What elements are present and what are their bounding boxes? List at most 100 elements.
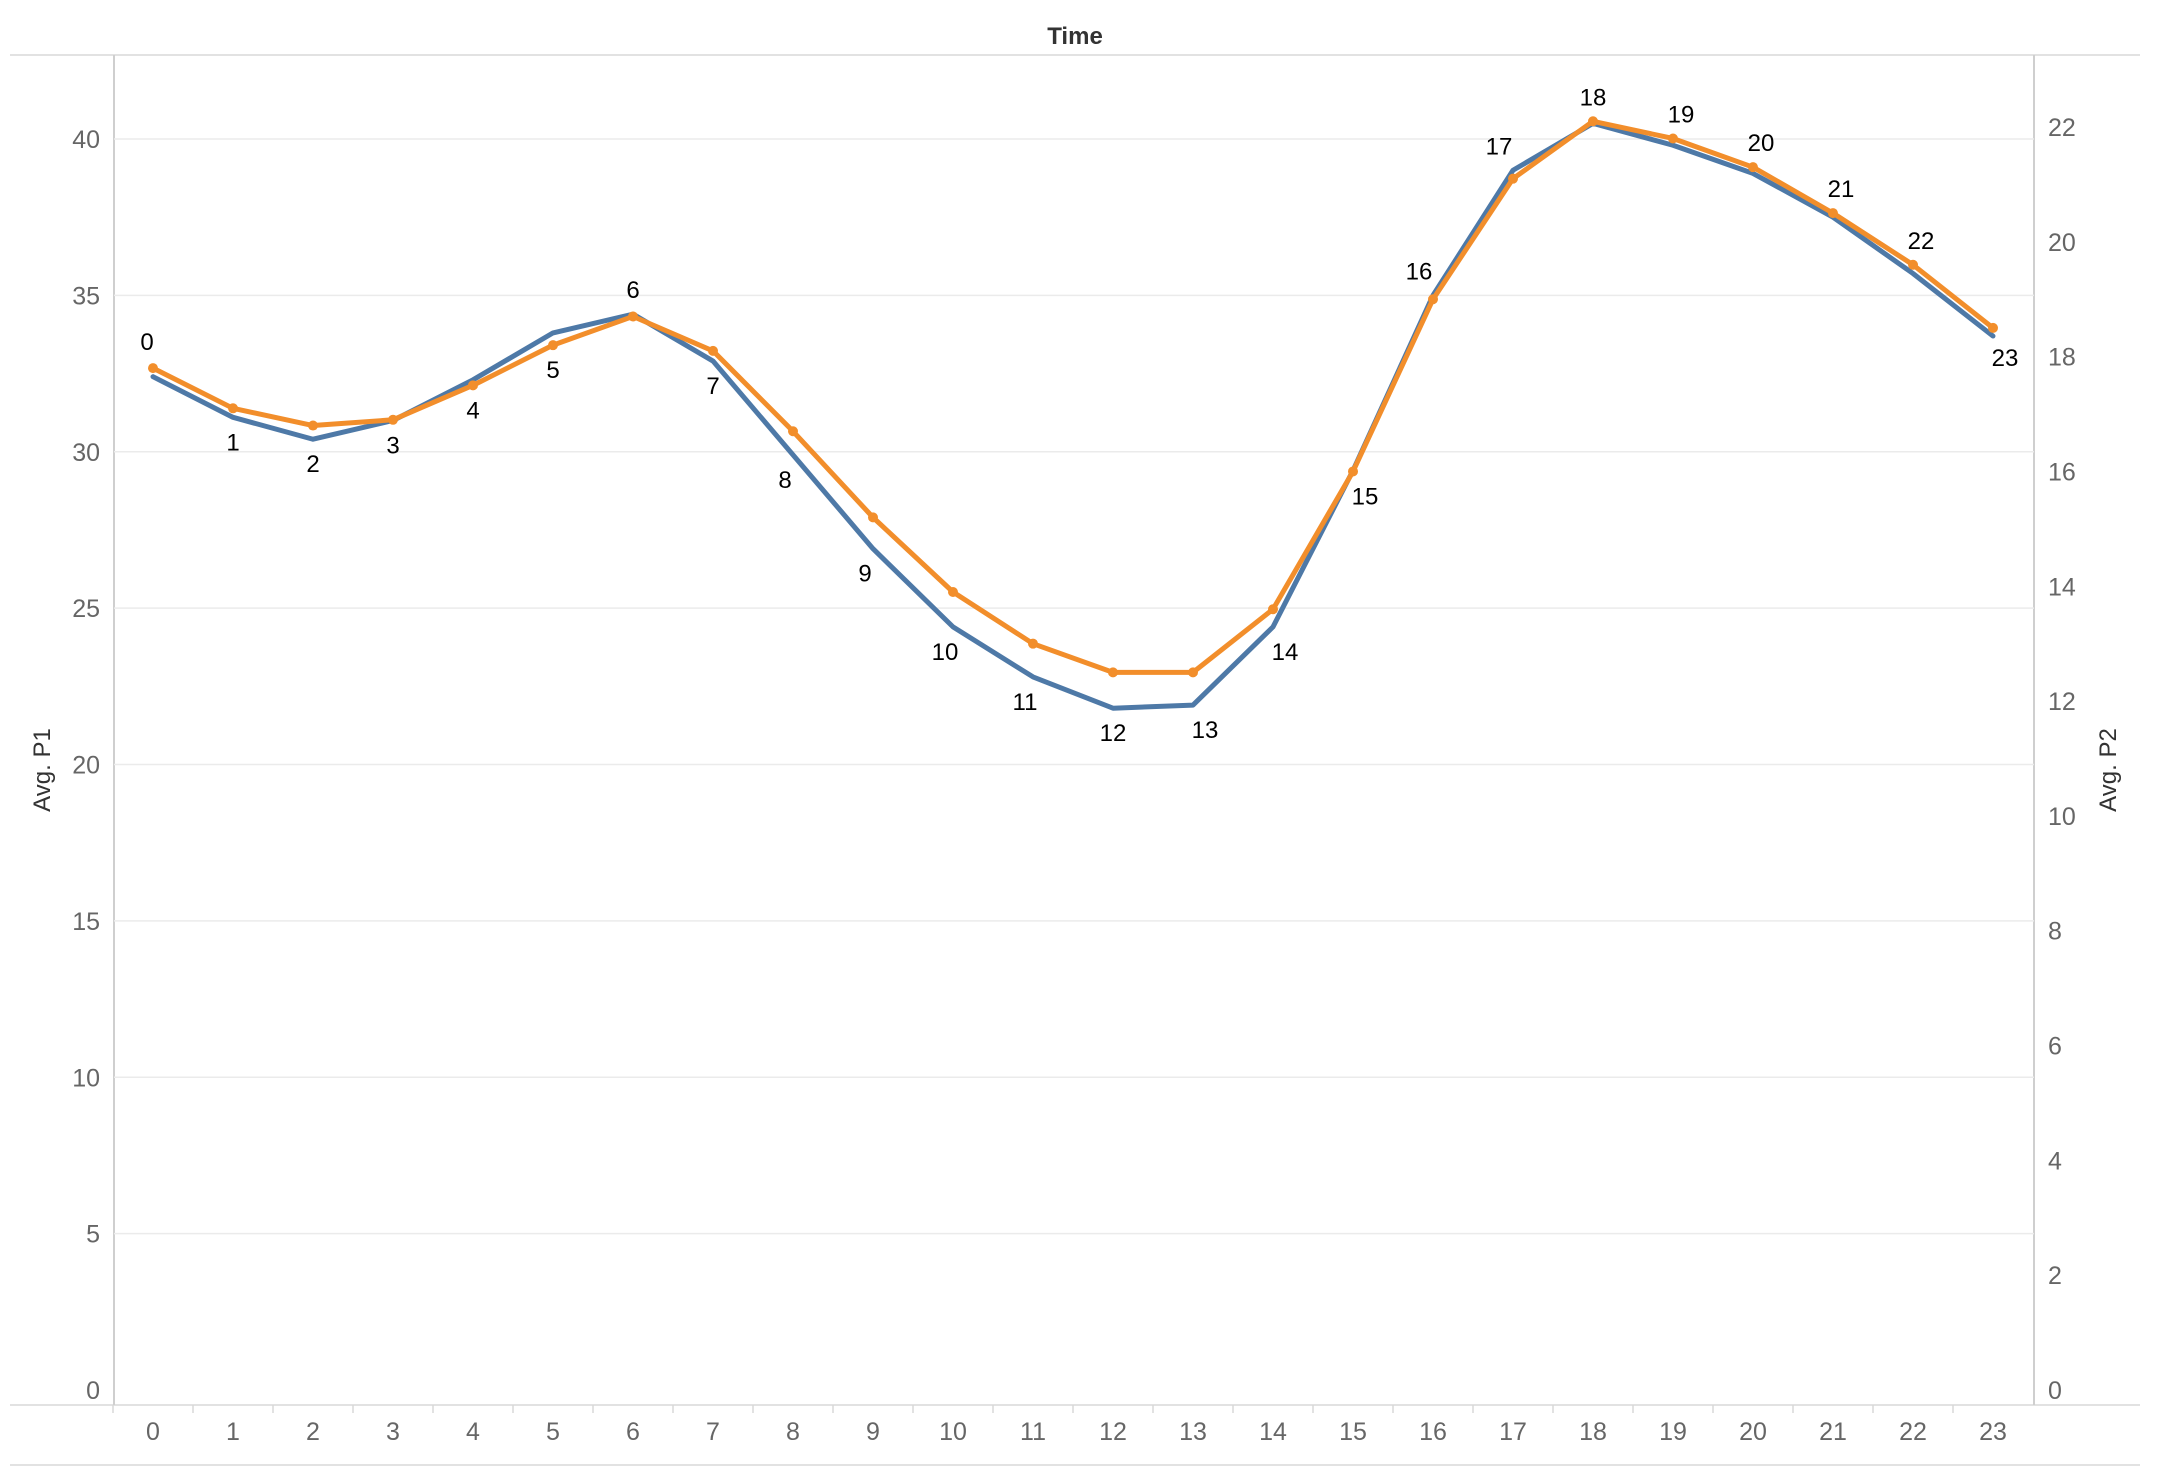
point-label: 17 xyxy=(1486,133,1513,160)
y-tick-label-right: 22 xyxy=(2048,114,2076,142)
y-tick-label-right: 0 xyxy=(2048,1377,2062,1405)
data-point-series-2 xyxy=(1908,259,1918,270)
x-tick-label: 3 xyxy=(386,1418,400,1446)
x-tick-label: 5 xyxy=(546,1418,560,1446)
x-tick-label: 16 xyxy=(1419,1418,1447,1446)
data-point-series-2 xyxy=(1668,133,1678,144)
point-label: 3 xyxy=(386,432,399,459)
y-tick-label-left: 15 xyxy=(72,908,100,936)
point-label: 19 xyxy=(1668,101,1695,128)
chart-title: Time xyxy=(1047,23,1103,50)
point-label: 2 xyxy=(306,451,319,478)
point-label: 14 xyxy=(1272,639,1299,666)
y-axis-title-left: Avg. P1 xyxy=(29,728,56,812)
series-line-1 xyxy=(150,120,1996,711)
x-tick-label: 9 xyxy=(866,1418,880,1446)
data-point-series-2 xyxy=(148,363,158,374)
point-label: 18 xyxy=(1580,84,1607,111)
y-tick-label-left: 40 xyxy=(72,126,100,154)
x-tick-label: 18 xyxy=(1579,1418,1607,1446)
x-tick-label: 6 xyxy=(626,1418,640,1446)
point-label: 15 xyxy=(1352,483,1379,510)
data-point-series-2 xyxy=(1348,466,1358,477)
x-tick-label: 4 xyxy=(466,1418,480,1446)
series-layer xyxy=(148,116,1998,711)
point-label: 4 xyxy=(466,397,479,424)
y-tick-label-left: 20 xyxy=(72,752,100,780)
x-tick-label: 22 xyxy=(1899,1418,1927,1446)
data-point-series-2 xyxy=(1748,162,1758,173)
data-point-series-2 xyxy=(1588,116,1598,127)
y-tick-label-right: 2 xyxy=(2048,1262,2062,1290)
data-point-series-2 xyxy=(1988,322,1998,333)
point-label: 13 xyxy=(1192,717,1219,744)
x-tick-label: 20 xyxy=(1739,1418,1767,1446)
x-tick-label: 2 xyxy=(306,1418,320,1446)
x-tick-label: 7 xyxy=(706,1418,720,1446)
data-point-series-2 xyxy=(468,380,478,391)
y-tick-label-right: 12 xyxy=(2048,688,2076,716)
series-line-2 xyxy=(150,118,1996,675)
data-point-series-2 xyxy=(1268,604,1278,615)
data-point-series-2 xyxy=(788,426,798,437)
y-tick-label-left: 10 xyxy=(72,1064,100,1092)
data-point-series-2 xyxy=(308,420,318,431)
data-point-series-2 xyxy=(1028,638,1038,649)
y-tick-label-right: 6 xyxy=(2048,1033,2062,1061)
y-tick-label-left: 5 xyxy=(86,1221,100,1249)
x-tick-label: 8 xyxy=(786,1418,800,1446)
x-tick-label: 14 xyxy=(1259,1418,1287,1446)
y-tick-label-right: 4 xyxy=(2048,1147,2062,1175)
x-tick-label: 12 xyxy=(1099,1418,1127,1446)
point-label: 21 xyxy=(1828,176,1855,203)
point-label: 1 xyxy=(226,429,239,456)
point-label: 5 xyxy=(546,357,559,384)
y-tick-label-right: 8 xyxy=(2048,918,2062,946)
data-point-series-2 xyxy=(1428,294,1438,305)
x-tick-label: 11 xyxy=(1020,1418,1046,1446)
x-tick-label: 17 xyxy=(1499,1418,1527,1446)
y-tick-label-right: 20 xyxy=(2048,229,2076,257)
data-point-series-2 xyxy=(228,403,238,414)
y-tick-label-right: 10 xyxy=(2048,803,2076,831)
point-label: 6 xyxy=(626,277,639,304)
x-tick-label: 10 xyxy=(939,1418,967,1446)
point-label: 22 xyxy=(1908,228,1935,255)
data-point-series-2 xyxy=(1828,208,1838,219)
x-tick-label: 23 xyxy=(1979,1418,2007,1446)
point-label: 16 xyxy=(1406,258,1433,285)
y-tick-label-right: 16 xyxy=(2048,458,2076,486)
x-tick-label: 1 xyxy=(226,1418,240,1446)
point-label: 9 xyxy=(858,561,871,588)
y-tick-label-right: 14 xyxy=(2048,573,2076,601)
y-tick-label-right: 18 xyxy=(2048,344,2076,372)
data-point-series-2 xyxy=(1508,173,1518,184)
point-label: 11 xyxy=(1013,689,1038,716)
x-tick-label: 15 xyxy=(1339,1418,1367,1446)
point-label: 0 xyxy=(140,329,153,356)
point-label: 12 xyxy=(1100,720,1127,747)
y-axis-title-right: Avg. P2 xyxy=(2095,728,2122,812)
data-point-series-2 xyxy=(948,587,958,598)
point-label: 7 xyxy=(706,373,719,400)
x-tick-label: 13 xyxy=(1179,1418,1207,1446)
y-tick-label-left: 30 xyxy=(72,439,100,467)
x-tick-label: 21 xyxy=(1819,1418,1847,1446)
point-label: 23 xyxy=(1992,345,2019,372)
gridlines xyxy=(114,138,2034,1235)
point-label: 10 xyxy=(932,639,959,666)
y-tick-label-left: 0 xyxy=(86,1377,100,1405)
y-tick-label-left: 35 xyxy=(72,282,100,310)
chart-frame xyxy=(10,54,2140,1466)
x-tick-label: 0 xyxy=(146,1418,160,1446)
data-point-series-2 xyxy=(868,512,878,523)
point-label: 20 xyxy=(1748,130,1775,157)
y-tick-label-left: 25 xyxy=(72,595,100,623)
data-point-series-2 xyxy=(708,345,718,356)
data-point-series-2 xyxy=(628,311,638,322)
data-point-series-2 xyxy=(1188,667,1198,678)
point-label: 8 xyxy=(778,467,791,494)
